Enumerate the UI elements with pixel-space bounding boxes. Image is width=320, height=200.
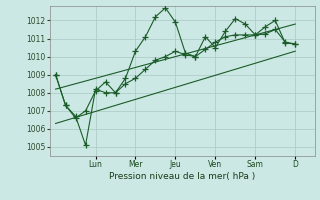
- X-axis label: Pression niveau de la mer( hPa ): Pression niveau de la mer( hPa ): [109, 172, 256, 181]
